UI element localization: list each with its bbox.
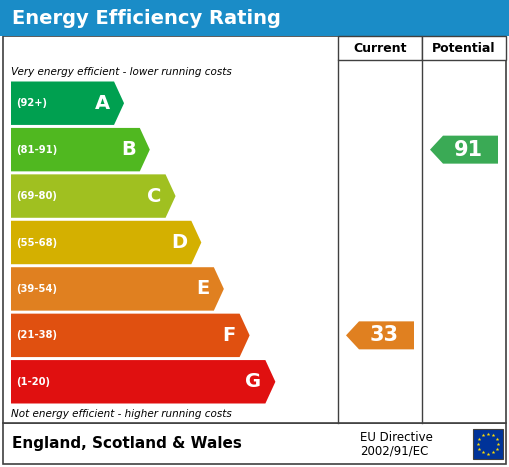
Polygon shape xyxy=(11,267,224,311)
Text: D: D xyxy=(171,233,187,252)
Polygon shape xyxy=(11,221,202,264)
Polygon shape xyxy=(11,314,249,357)
Bar xyxy=(338,36,422,60)
Text: (55-68): (55-68) xyxy=(16,238,57,248)
Polygon shape xyxy=(11,360,275,403)
Text: C: C xyxy=(147,187,161,205)
Text: 33: 33 xyxy=(370,325,399,346)
Text: 91: 91 xyxy=(454,140,483,160)
Text: (69-80): (69-80) xyxy=(16,191,57,201)
Polygon shape xyxy=(11,174,176,218)
Bar xyxy=(422,36,506,60)
Text: 2002/91/EC: 2002/91/EC xyxy=(360,444,429,457)
Text: EU Directive: EU Directive xyxy=(360,431,433,444)
Text: Potential: Potential xyxy=(432,42,496,55)
Text: Current: Current xyxy=(353,42,407,55)
Text: Energy Efficiency Rating: Energy Efficiency Rating xyxy=(12,8,281,28)
Bar xyxy=(3,423,506,464)
Text: England, Scotland & Wales: England, Scotland & Wales xyxy=(12,436,242,451)
Text: Not energy efficient - higher running costs: Not energy efficient - higher running co… xyxy=(11,409,232,419)
Text: (21-38): (21-38) xyxy=(16,330,57,340)
Text: B: B xyxy=(121,140,136,159)
Bar xyxy=(473,429,503,459)
Text: G: G xyxy=(245,372,262,391)
Polygon shape xyxy=(430,135,498,163)
Text: F: F xyxy=(222,326,236,345)
Text: (92+): (92+) xyxy=(16,98,47,108)
Bar xyxy=(3,36,506,423)
Bar xyxy=(0,0,509,36)
Text: (39-54): (39-54) xyxy=(16,284,57,294)
Text: (81-91): (81-91) xyxy=(16,145,57,155)
Text: (1-20): (1-20) xyxy=(16,377,50,387)
Polygon shape xyxy=(11,82,124,125)
Text: E: E xyxy=(196,279,210,298)
Text: Very energy efficient - lower running costs: Very energy efficient - lower running co… xyxy=(11,67,232,77)
Polygon shape xyxy=(346,321,414,349)
Text: A: A xyxy=(95,94,110,113)
Polygon shape xyxy=(11,128,150,171)
